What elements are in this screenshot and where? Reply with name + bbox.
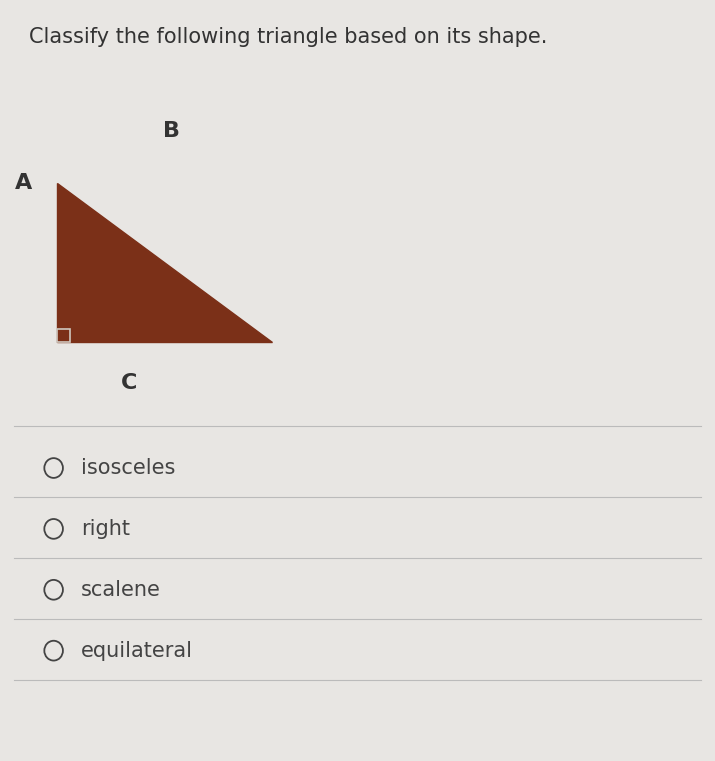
Text: Classify the following triangle based on its shape.: Classify the following triangle based on… bbox=[29, 27, 547, 46]
Polygon shape bbox=[57, 183, 272, 342]
Text: B: B bbox=[163, 121, 180, 141]
Text: C: C bbox=[121, 373, 137, 393]
Text: scalene: scalene bbox=[81, 580, 161, 600]
Text: equilateral: equilateral bbox=[81, 641, 193, 661]
Text: right: right bbox=[81, 519, 130, 539]
Text: isosceles: isosceles bbox=[81, 458, 175, 478]
Text: A: A bbox=[15, 173, 32, 193]
